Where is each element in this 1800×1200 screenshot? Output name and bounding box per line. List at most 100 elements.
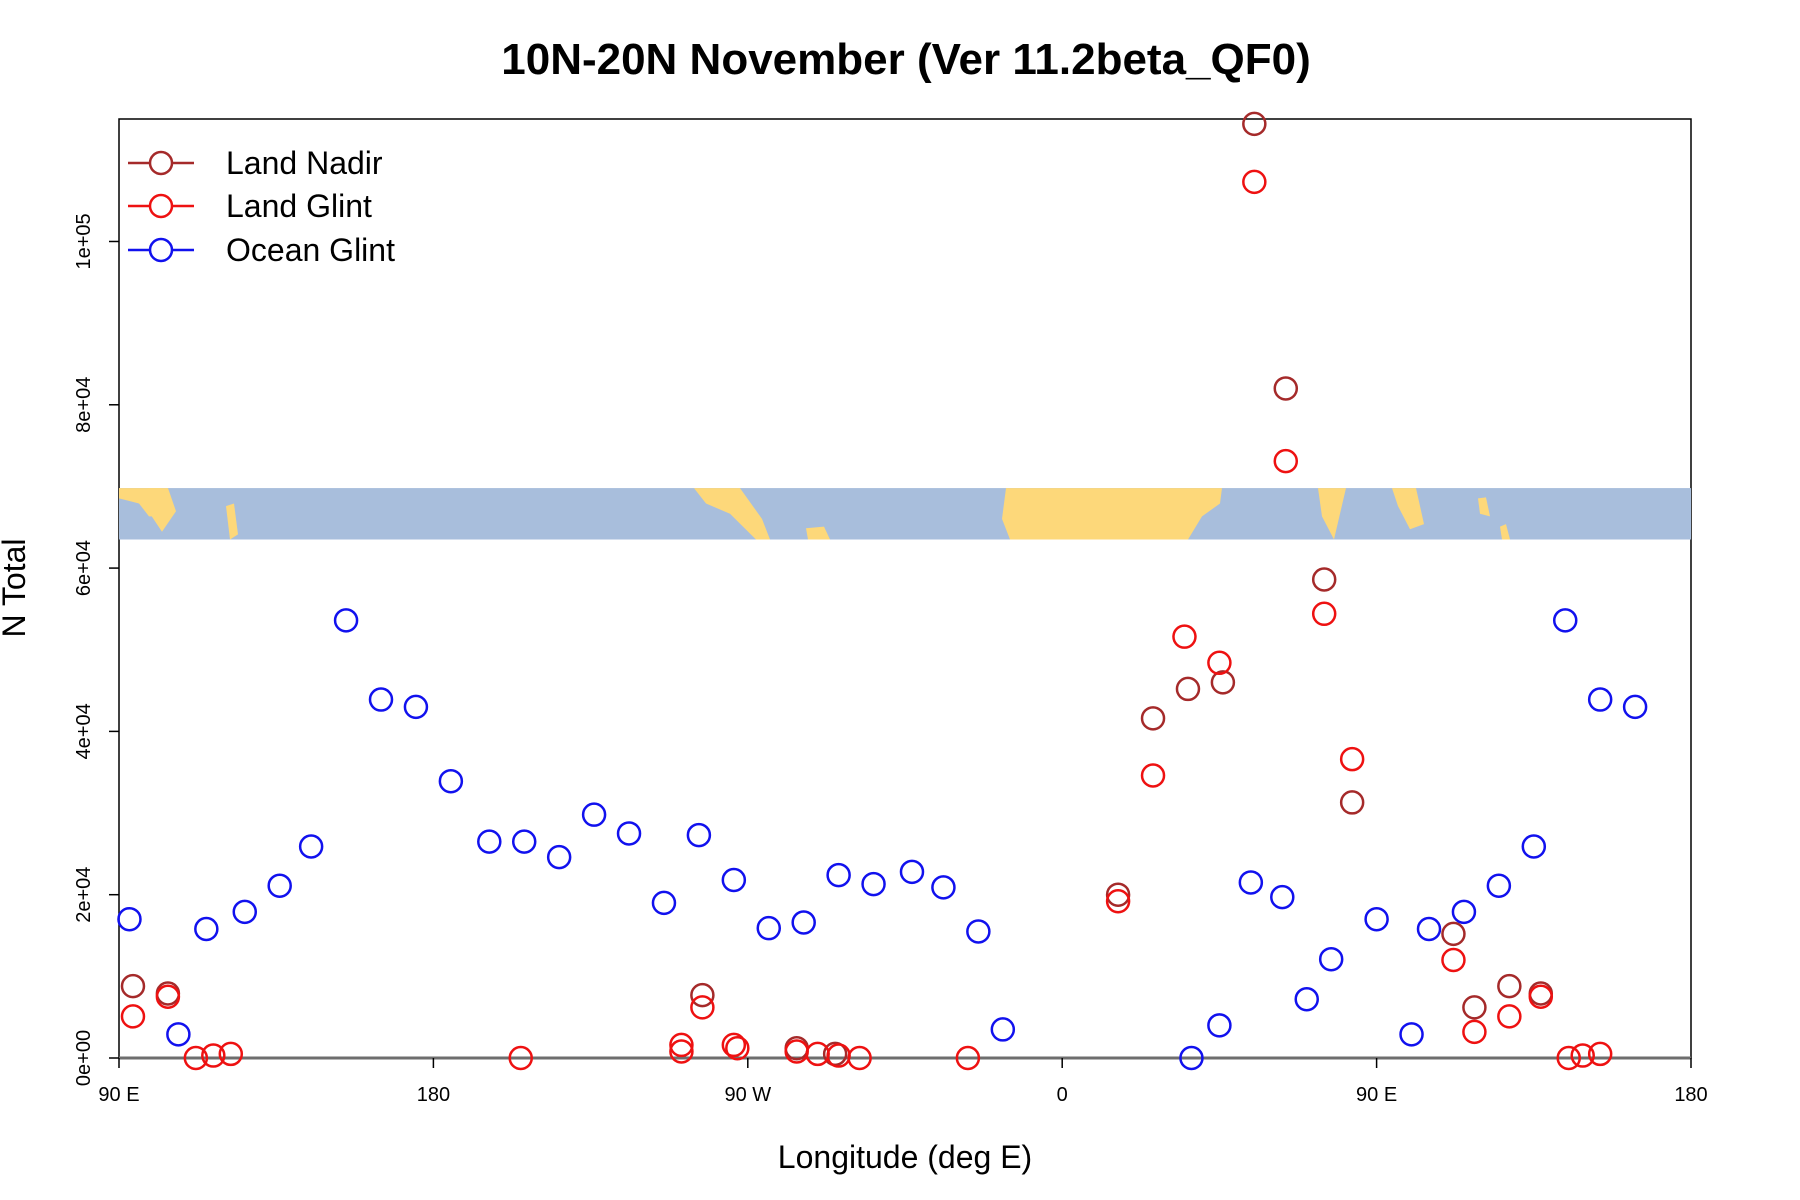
point-ocean-glint	[232, 899, 258, 925]
point-land-glint	[669, 1039, 694, 1064]
point-ocean-glint	[1486, 873, 1512, 898]
point-land-glint	[955, 1045, 981, 1071]
point-ocean-glint	[511, 829, 537, 854]
point-ocean-glint	[861, 871, 886, 897]
point-land-glint	[1339, 746, 1365, 772]
point-ocean-glint	[1318, 946, 1344, 972]
map-ocean-band	[119, 488, 1691, 540]
point-land-glint	[721, 1032, 747, 1058]
point-ocean-glint	[990, 1017, 1016, 1042]
x-tick-label: 180	[1674, 1084, 1707, 1106]
legend-marker-land-nadir	[148, 150, 174, 176]
y-axis-label: N Total	[0, 538, 32, 637]
point-ocean-glint	[1238, 870, 1264, 895]
point-land-nadir	[1175, 676, 1201, 702]
map-land-shape	[1500, 524, 1510, 540]
point-land-glint	[1462, 1019, 1487, 1045]
point-land-glint	[1172, 624, 1197, 649]
point-ocean-glint	[403, 694, 429, 720]
point-land-glint	[1140, 763, 1166, 788]
map-land-shape	[694, 488, 770, 540]
point-land-nadir	[1311, 567, 1337, 592]
point-ocean-glint	[686, 822, 712, 848]
map-land-shape	[148, 488, 176, 532]
point-ocean-glint	[581, 802, 607, 827]
point-land-nadir	[1210, 670, 1236, 695]
x-tick-label: 90 W	[724, 1084, 771, 1106]
map-land-shape	[226, 503, 238, 540]
point-ocean-glint	[1270, 884, 1295, 910]
point-ocean-glint	[826, 862, 851, 888]
point-land-nadir	[1462, 995, 1487, 1020]
legend-label-land-glint: Land Glint	[226, 188, 372, 224]
world-map-strip	[119, 488, 1691, 540]
y-tick-label: 6e+04	[73, 540, 95, 596]
point-ocean-glint	[194, 916, 219, 942]
y-tick-label: 8e+04	[73, 377, 95, 433]
point-land-glint	[508, 1045, 533, 1071]
point-land-glint	[1497, 1004, 1522, 1029]
point-land-glint	[725, 1035, 750, 1061]
point-ocean-glint	[1207, 1013, 1232, 1038]
point-land-glint	[155, 984, 181, 1010]
y-tick-label: 1e+05	[73, 213, 95, 269]
point-ocean-glint	[651, 890, 677, 916]
point-ocean-glint	[791, 910, 816, 935]
point-land-nadir	[1242, 111, 1267, 137]
point-land-glint	[218, 1041, 244, 1067]
x-tick-label: 180	[417, 1084, 450, 1106]
map-land-shape	[806, 526, 830, 540]
x-axis-label: Longitude (deg E)	[778, 1139, 1032, 1175]
point-ocean-glint	[616, 821, 642, 846]
point-ocean-glint	[1416, 916, 1442, 942]
map-land-shape	[1002, 488, 1222, 540]
point-land-glint	[1587, 1041, 1613, 1067]
point-land-glint	[1311, 601, 1337, 627]
legend-entry-land-glint: Land Glint	[128, 188, 372, 224]
point-land-nadir	[120, 973, 146, 999]
point-ocean-glint	[333, 608, 359, 633]
point-land-glint	[183, 1045, 209, 1071]
x-tick-label: 0	[1057, 1084, 1068, 1106]
point-ocean-glint	[546, 844, 572, 870]
point-land-nadir	[1105, 882, 1131, 907]
point-ocean-glint	[899, 859, 925, 885]
point-ocean-glint	[267, 873, 292, 898]
y-axis: 0e+00 2e+04 4e+04 6e+04 8e+04 1e+05	[73, 213, 119, 1086]
point-ocean-glint	[477, 829, 502, 854]
point-ocean-glint	[368, 687, 394, 712]
point-ocean-glint	[1364, 906, 1389, 932]
legend-entry-ocean-glint: Ocean Glint	[128, 232, 395, 268]
point-land-glint	[201, 1043, 226, 1068]
point-ocean-glint	[1552, 608, 1578, 633]
point-ocean-glint	[1451, 899, 1477, 925]
point-land-nadir	[1273, 376, 1299, 401]
point-land-glint	[1441, 947, 1466, 973]
point-ocean-glint	[931, 875, 956, 900]
x-axis: 90 E 180 90 W 0 90 E 180	[98, 1058, 1708, 1106]
point-ocean-glint	[966, 919, 991, 944]
y-tick-label: 2e+04	[73, 867, 95, 923]
legend-marker-ocean-glint	[148, 237, 174, 263]
point-land-nadir	[1339, 790, 1365, 815]
point-land-glint	[1528, 984, 1554, 1010]
point-ocean-glint	[1179, 1045, 1204, 1071]
legend-marker-land-glint	[148, 193, 174, 219]
map-land-shape	[1478, 497, 1490, 517]
point-land-glint	[1556, 1045, 1581, 1071]
point-ocean-glint	[721, 867, 747, 893]
x-tick-label: 90 E	[1356, 1084, 1397, 1106]
point-land-glint	[690, 995, 715, 1020]
point-land-glint	[847, 1045, 872, 1071]
chart-title: 10N-20N November (Ver 11.2beta_QF0)	[501, 35, 1311, 84]
point-land-nadir	[1140, 706, 1166, 731]
point-land-nadir	[690, 982, 715, 1008]
point-land-glint	[1105, 888, 1131, 914]
point-ocean-glint	[117, 906, 142, 932]
point-land-nadir	[1441, 921, 1466, 947]
point-land-glint	[1242, 169, 1267, 195]
point-land-glint	[669, 1032, 694, 1058]
data-points	[117, 111, 1648, 1071]
